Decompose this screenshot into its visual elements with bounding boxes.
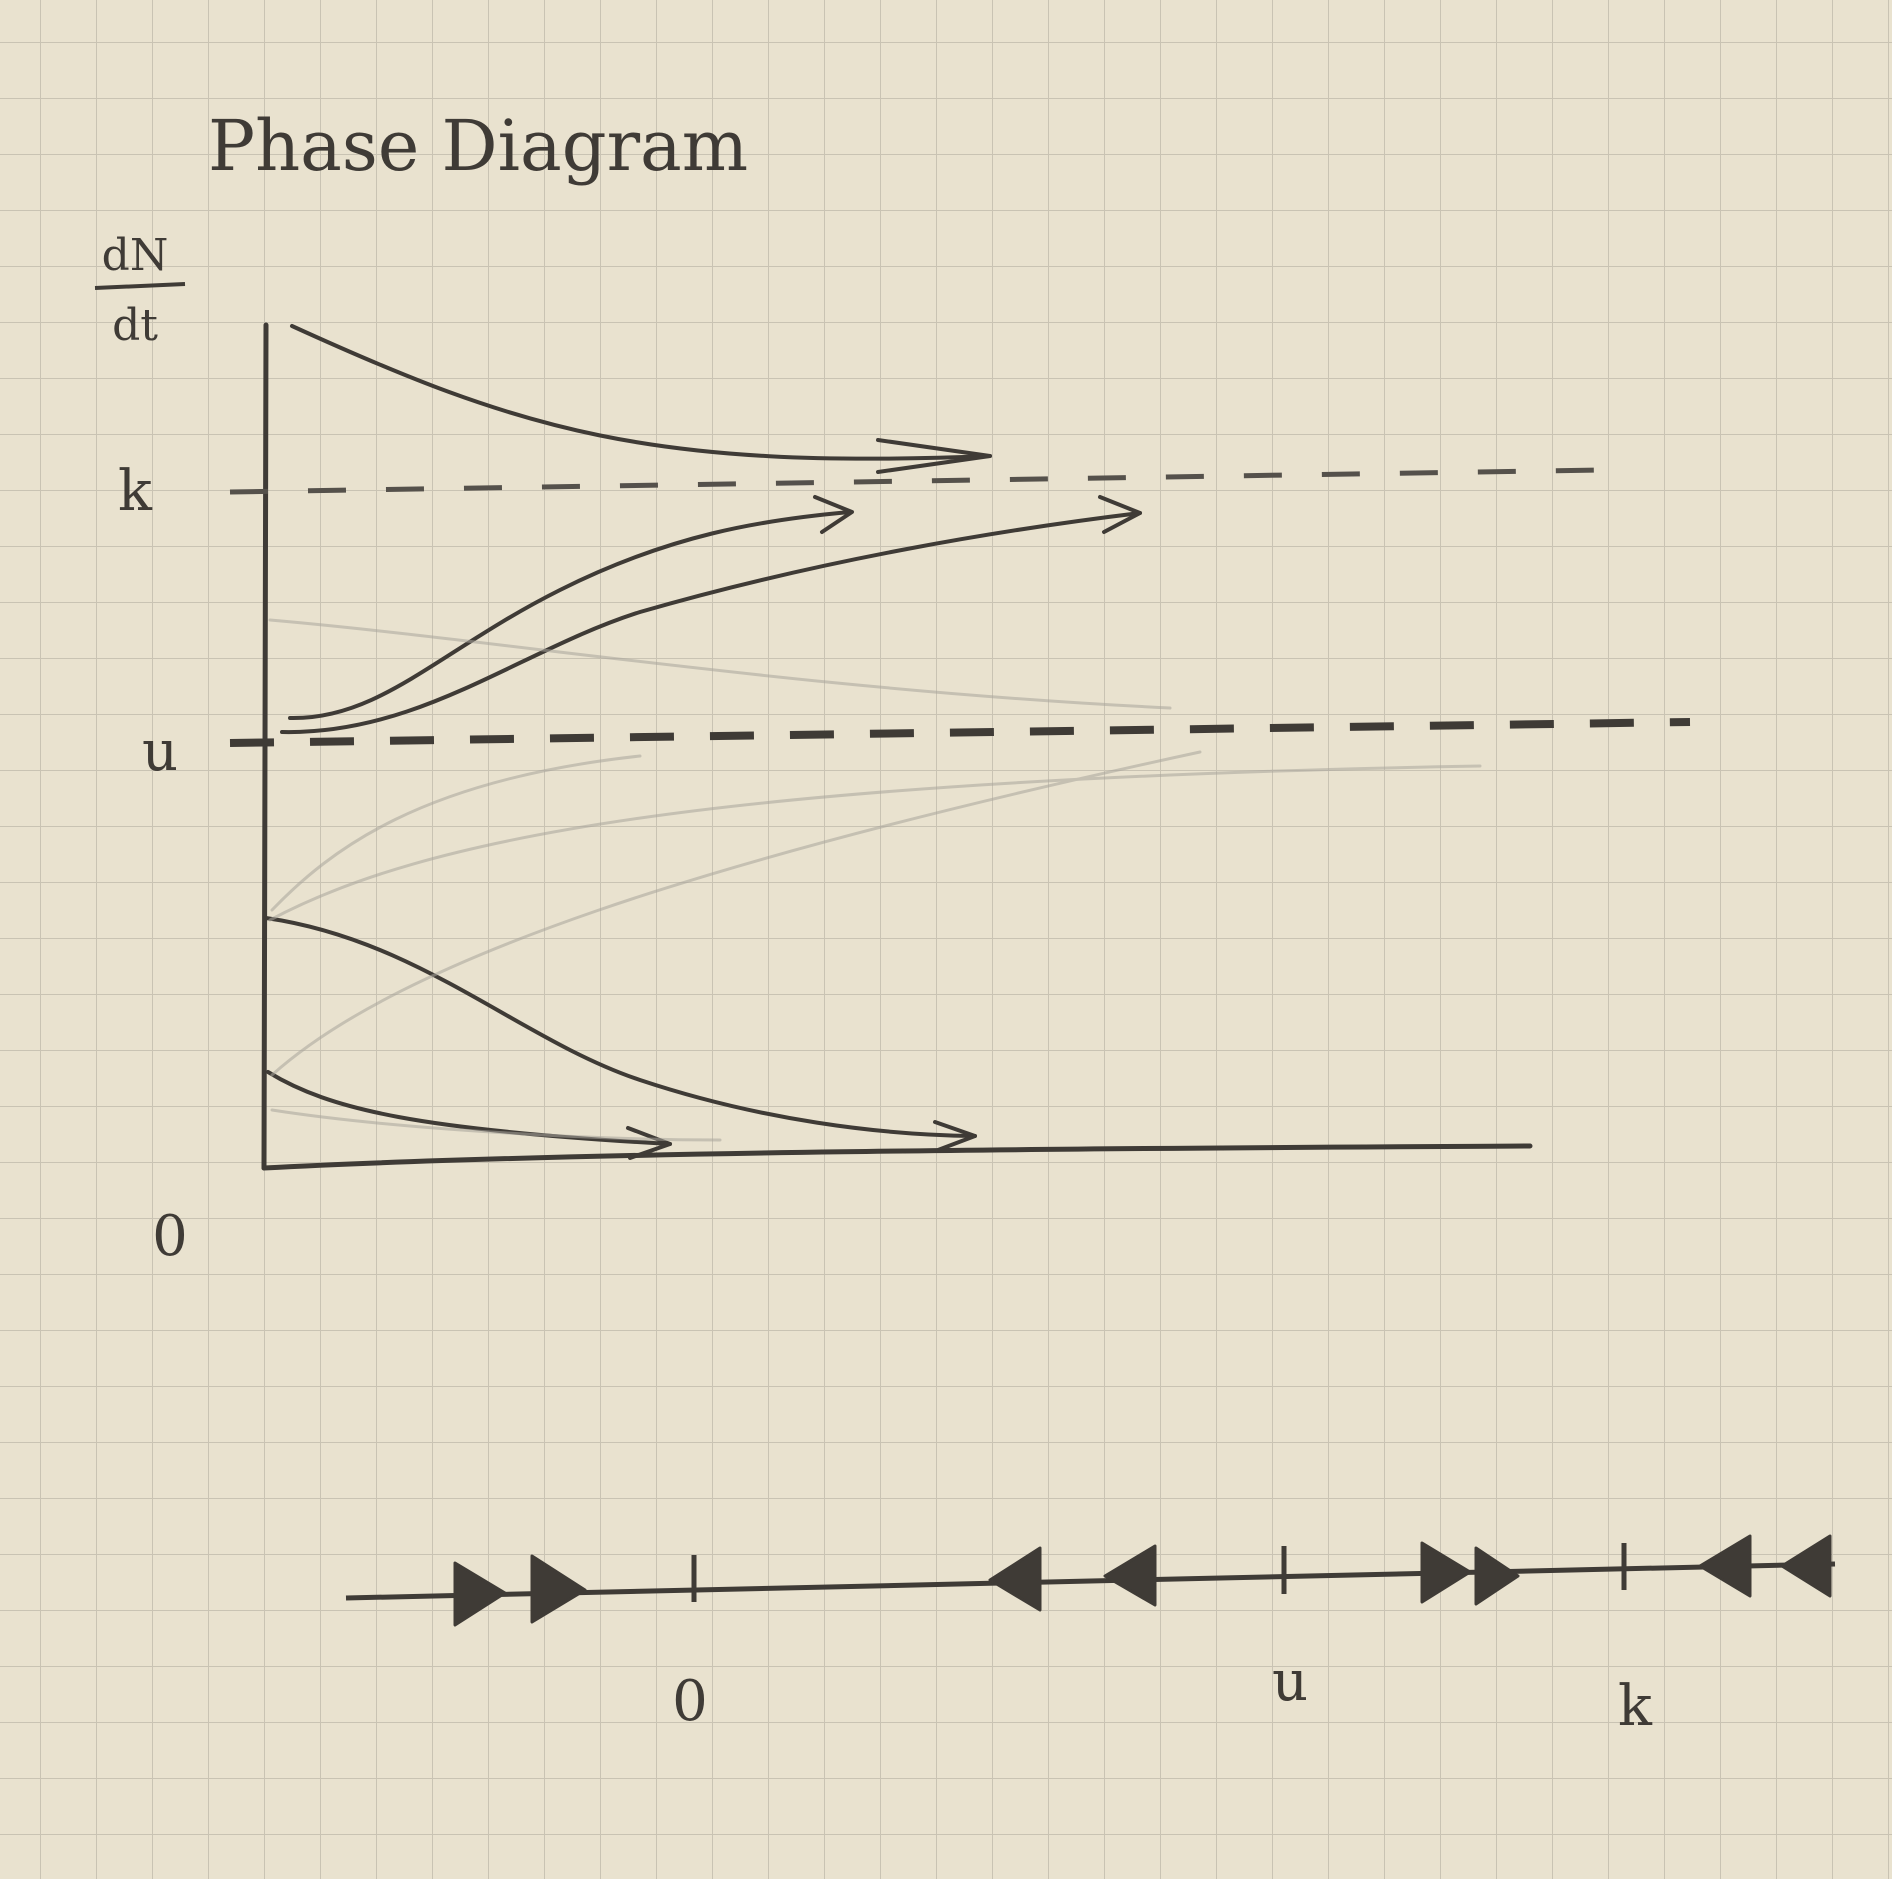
solution-curve-u-to-k-2: [280, 511, 1142, 735]
solution-curve-to-zero-1: [264, 916, 977, 1138]
phase-line-label-k: k: [1618, 1674, 1653, 1739]
y-label-u: u: [142, 719, 178, 784]
phase-line-axis: [345, 1561, 1836, 1601]
right-arrow-icon: [530, 1554, 587, 1624]
left-arrow-icon: [988, 1546, 1042, 1612]
arrow-head: [1098, 495, 1142, 534]
arrow-head: [813, 495, 854, 534]
phase-line-label-zero: 0: [672, 1669, 708, 1734]
right-arrow-icon: [1420, 1541, 1472, 1604]
left-arrow-icon: [1780, 1534, 1832, 1598]
phase-line: 0 u k: [345, 1534, 1836, 1739]
phase-line-label-u: u: [1272, 1649, 1308, 1714]
x-axis-line: [261, 1143, 1533, 1171]
equilibrium-u-dashed-line: [229, 718, 1691, 747]
solution-curve-u-to-k-1: [288, 510, 852, 721]
y-axis-label-denominator: dt: [112, 300, 158, 351]
y-label-zero: 0: [152, 1204, 188, 1269]
diagram-title: Phase Diagram: [208, 105, 748, 187]
y-axis-line: [261, 322, 269, 1171]
arrow-head: [933, 1120, 977, 1152]
faint-curve: [268, 618, 1172, 710]
right-arrow-icon: [453, 1561, 507, 1627]
left-arrow-icon: [1103, 1544, 1157, 1607]
y-axis-label: dN dt: [94, 230, 186, 351]
left-arrow-icon: [1698, 1534, 1752, 1598]
fraction-bar: [94, 282, 186, 290]
faint-curve: [270, 750, 1202, 1077]
y-axis-label-numerator: dN: [102, 230, 169, 281]
faint-curve: [270, 754, 642, 912]
faint-curve: [270, 1108, 722, 1142]
faint-curve: [268, 764, 1482, 922]
arrow-head: [626, 1126, 672, 1160]
solution-curve-above-k: [290, 324, 992, 461]
y-label-k: k: [118, 459, 153, 524]
arrow-head: [876, 438, 992, 474]
right-arrow-icon: [1474, 1546, 1520, 1606]
